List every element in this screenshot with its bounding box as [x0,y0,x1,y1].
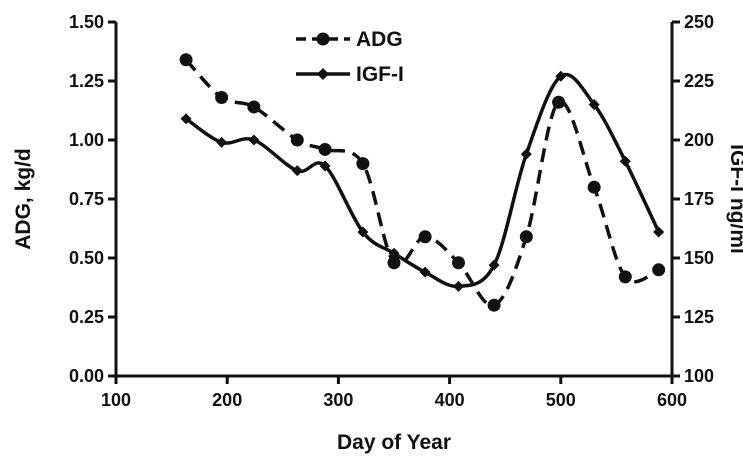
data-point-igf-i [357,226,369,238]
series-layer [179,53,666,312]
data-point-igf-i [248,134,260,146]
data-point-igf-i [588,99,600,111]
x-tick-label: 500 [546,390,576,410]
data-point-adg [387,256,401,270]
data-point-adg [519,230,533,244]
left-y-tick-label: 0.50 [69,248,104,268]
ticks: 100 200 300 400 500 600 0.00 0.25 0.50 0.75 1.00 1.… [69,12,714,410]
legend-igf-label: IGF-I [356,63,404,86]
legend-item-adg: ADG [296,28,403,51]
x-tick-label: 300 [323,390,353,410]
x-tick-label: 400 [435,390,465,410]
x-axis-title: Day of Year [337,431,451,454]
x-tick-label: 600 [657,390,687,410]
data-point-igf-i [180,113,192,125]
left-y-tick-label: 1.50 [69,12,104,32]
right-y-tick-label: 175 [684,189,714,209]
right-y-tick-label: 250 [684,12,714,32]
legend-igf-marker [317,68,329,80]
x-tick-label: 100 [101,390,131,410]
right-y-axis-title: IGF-I ng/ml [726,144,743,254]
data-point-igf-i [619,155,631,167]
series-line-adg [184,58,660,308]
data-point-igf-i [319,160,331,172]
data-point-igf-i [291,165,303,177]
right-y-tick-label: 100 [684,366,714,386]
data-point-adg [618,270,632,284]
x-tick-label: 200 [212,390,242,410]
data-point-igf-i [216,136,228,148]
data-point-adg [356,157,370,171]
series-adg [179,53,666,312]
data-point-adg [487,298,501,312]
left-y-tick-label: 0.75 [69,189,104,209]
legend: ADG IGF-I [296,28,404,86]
right-y-tick-label: 150 [684,248,714,268]
data-point-adg [290,133,304,147]
left-y-tick-label: 1.00 [69,130,104,150]
data-point-adg [451,256,465,270]
data-point-adg [552,95,566,109]
data-point-adg [179,53,193,67]
legend-adg-marker [316,32,330,46]
data-point-adg [318,142,332,156]
data-point-adg [247,100,261,114]
data-point-igf-i [419,266,431,278]
left-y-tick-label: 0.25 [69,307,104,327]
data-point-adg [587,180,601,194]
data-point-igf-i [452,280,464,292]
data-point-igf-i [555,70,567,82]
right-y-tick-label: 225 [684,71,714,91]
series-igf-i [180,70,665,292]
data-point-igf-i [653,226,665,238]
right-y-tick-label: 200 [684,130,714,150]
data-point-igf-i [520,148,532,160]
data-point-igf-i [488,259,500,271]
right-y-tick-label: 125 [684,307,714,327]
data-point-adg [215,91,229,105]
left-y-tick-label: 1.25 [69,71,104,91]
data-point-adg [418,230,432,244]
data-point-igf-i [388,247,400,259]
left-y-axis-title: ADG, kg/d [12,148,35,250]
legend-item-igf: IGF-I [296,63,404,86]
left-y-tick-label: 0.00 [69,366,104,386]
data-point-adg [652,263,666,277]
series-line-igf-i [185,72,661,289]
legend-adg-label: ADG [356,28,403,51]
